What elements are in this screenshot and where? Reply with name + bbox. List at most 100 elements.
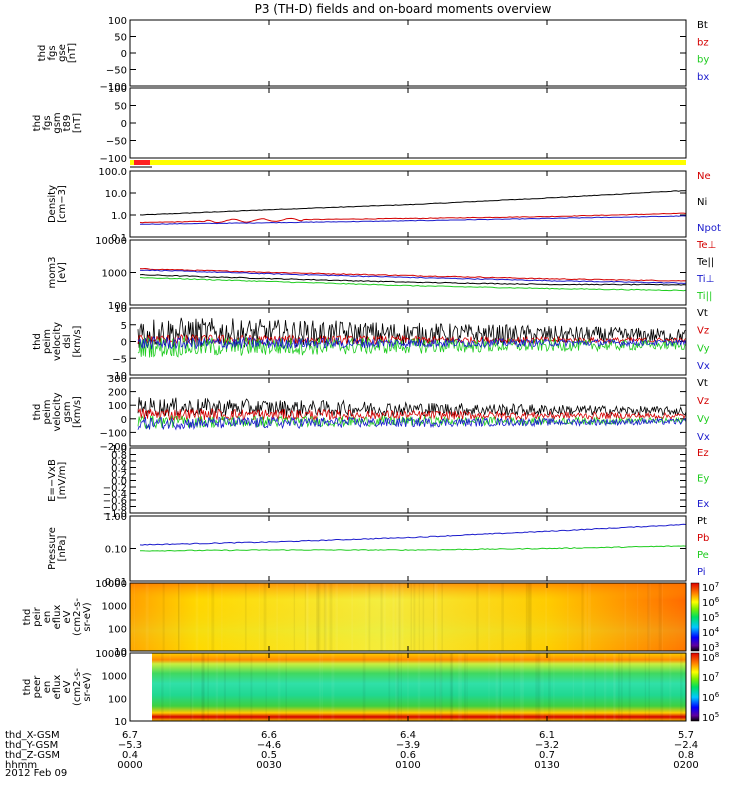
y-tick-label: −0.4 xyxy=(103,490,127,501)
spectrogram-streak xyxy=(449,653,453,721)
y-tick-label: 200 xyxy=(108,388,127,399)
spectrogram-streak xyxy=(434,583,438,651)
legend-Ni: Ni xyxy=(697,197,707,208)
series-temperature-Te|| xyxy=(139,273,687,286)
series-velocity-dsl-Vt xyxy=(137,317,687,348)
y-tick-label: −50 xyxy=(106,66,127,77)
series-density-Ni xyxy=(139,190,686,216)
spectrogram-streak xyxy=(499,653,502,721)
spectrogram-streak xyxy=(628,653,631,721)
y-tick-label: 100 xyxy=(108,84,127,95)
footer-value: −3.9 xyxy=(396,740,420,751)
spectrogram-streak xyxy=(133,583,135,651)
spectrogram-streak xyxy=(145,583,149,651)
spectrogram-streak xyxy=(466,653,468,721)
panel-frame xyxy=(129,447,687,514)
spectrogram-streak xyxy=(276,583,278,651)
y-tick-label: −50 xyxy=(106,137,127,148)
footer-row-label: thd_X-GSM xyxy=(5,730,60,741)
y-tick-label: −5 xyxy=(112,354,127,365)
spectrogram-streak xyxy=(162,583,165,651)
y-axis-label-line: [cm−3] xyxy=(57,185,68,223)
spectrogram-streak xyxy=(581,583,584,651)
panel-frame xyxy=(129,515,687,582)
y-axis-label-line: eflux xyxy=(52,675,63,700)
spectrogram-streak xyxy=(195,583,199,651)
legend-Vx: Vx xyxy=(697,432,710,443)
panel-velocity-gsm: 300 200 100 0 −100 −200 thd peim velocity gsm [km/… xyxy=(32,374,710,453)
y-axis-label-line: gse xyxy=(57,44,68,62)
footer-date: 2012 Feb 09 xyxy=(5,768,67,779)
y-axis-label-line: sr-eV) xyxy=(82,602,93,631)
y-axis-label: thd fgs gsm t89 [nT] xyxy=(32,112,83,133)
spectrogram-streak xyxy=(535,653,539,721)
spectrogram-streak xyxy=(434,583,437,651)
spectrogram-streak xyxy=(526,583,529,651)
spectrogram-streak xyxy=(201,653,204,721)
spectrogram-streak xyxy=(335,583,339,651)
y-tick-label: 0.01 xyxy=(105,577,127,588)
y-axis-label-line: t89 xyxy=(62,115,73,132)
spectrogram-streak xyxy=(383,583,386,651)
spectrogram-streak xyxy=(265,653,267,721)
legend-Vy: Vy xyxy=(697,414,710,425)
y-axis-label-line: gsm xyxy=(52,112,63,133)
spectrogram-streak xyxy=(400,653,402,721)
y-tick-label: 0 xyxy=(121,119,127,130)
y-tick-label: 1.0 xyxy=(111,211,127,222)
colorbar-tick-label: 104 xyxy=(702,626,720,639)
y-axis-label-line: Pressure xyxy=(47,527,58,570)
spectrogram-streak xyxy=(459,653,462,721)
colorbar-tick-label: 107 xyxy=(702,671,719,684)
footer-value: 6.6 xyxy=(261,730,277,741)
y-tick-label: 5 xyxy=(121,321,127,332)
spectrogram-streak xyxy=(441,583,443,651)
data-quality-bar xyxy=(130,160,686,165)
y-tick-label: −100 xyxy=(100,154,127,165)
legend-Pt: Pt xyxy=(697,516,707,527)
legend-Npot: Npot xyxy=(697,223,721,234)
footer-value: 0.8 xyxy=(678,750,694,761)
spectrogram-streak xyxy=(368,583,371,651)
spectrogram-streak xyxy=(545,583,547,651)
spectrogram-streak xyxy=(614,653,616,721)
y-axis-label-line: sr-eV) xyxy=(82,672,93,701)
spectrogram-streak xyxy=(410,583,412,651)
panel-efield: 1.00.80.60.40.20.0−0.2−0.4−0.6−0.8−1.0 E=… xyxy=(47,444,709,520)
colorbar-tick-label: 105 xyxy=(702,611,719,624)
y-axis-label-line: velocity xyxy=(52,322,63,361)
y-axis-label-line: peim xyxy=(42,399,53,424)
y-tick-label: 10 xyxy=(114,717,127,728)
colorbar-electron-spectrogram xyxy=(690,652,700,722)
spectrogram-streak xyxy=(362,653,366,721)
series-velocity-dsl-Vy xyxy=(137,336,687,358)
spectrogram-streak xyxy=(644,653,647,721)
legend-Vz: Vz xyxy=(697,396,709,407)
colorbar-tick-label: 106 xyxy=(702,691,720,704)
y-tick-label: 100 xyxy=(108,624,127,635)
y-axis-label-line: [km/s] xyxy=(72,325,83,357)
footer-value: 0.4 xyxy=(122,750,138,761)
spectrogram-streak xyxy=(398,583,401,651)
y-axis-label-line: E=−VxB xyxy=(47,459,58,502)
spectrogram-streak xyxy=(178,583,180,651)
spectrogram-streak xyxy=(215,653,219,721)
y-axis-label-line: peir xyxy=(32,606,43,626)
footer-value: 6.1 xyxy=(539,730,555,741)
spectrogram-streak xyxy=(396,583,400,651)
y-axis-label-line: [mV/m] xyxy=(57,462,68,500)
y-axis-label-line: [eV] xyxy=(57,262,68,283)
y-tick-label: 10000 xyxy=(95,649,127,660)
spectrogram-streak xyxy=(501,583,504,651)
y-tick-label: 10000 xyxy=(95,236,127,247)
y-axis-label-line: eV xyxy=(62,610,73,623)
spectrogram-streak xyxy=(658,583,662,651)
y-axis-label-line: en xyxy=(42,681,53,694)
legend-Vt: Vt xyxy=(697,378,708,389)
spectrogram-streak xyxy=(399,583,401,651)
spectrogram-streak xyxy=(463,653,467,721)
spectrogram-streak xyxy=(365,583,367,651)
spectrogram-streak xyxy=(513,653,515,721)
legend-Vx: Vx xyxy=(697,361,710,372)
y-tick-label: 0.8 xyxy=(111,451,127,462)
